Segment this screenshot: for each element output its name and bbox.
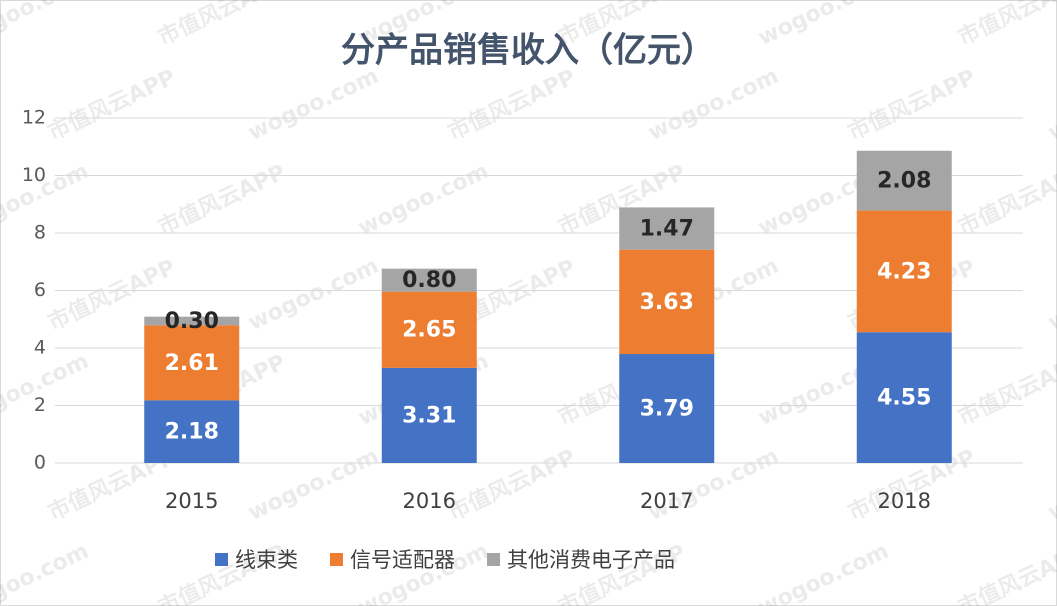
bar-segment [381, 268, 477, 292]
bar-segment [144, 400, 240, 463]
legend-swatch [487, 553, 500, 566]
legend-label: 线束类 [235, 548, 298, 572]
y-tick-label: 6 [34, 279, 46, 301]
bar-segment [619, 249, 715, 355]
data-label: 2.08 [877, 169, 931, 194]
legend-label: 其他消费电子产品 [507, 548, 675, 572]
x-tick-label: 2018 [878, 489, 931, 513]
bar-segment [856, 210, 952, 333]
x-tick-label: 2017 [640, 489, 693, 513]
data-label: 3.63 [640, 290, 694, 315]
bar-segment [619, 354, 715, 463]
bar-segment [856, 332, 952, 463]
bar-segment [144, 325, 240, 401]
data-label: 2.18 [165, 420, 219, 445]
y-tick-label: 10 [22, 164, 46, 186]
data-label: 2.65 [402, 318, 456, 343]
y-tick-label: 12 [22, 107, 46, 129]
data-label: 4.23 [877, 259, 931, 284]
data-label: 1.47 [640, 217, 694, 242]
y-tick-label: 0 [34, 452, 46, 474]
legend-label: 信号适配器 [350, 548, 455, 572]
data-label: 4.55 [877, 386, 931, 411]
x-tick-label: 2016 [403, 489, 456, 513]
bar-segment [381, 367, 477, 463]
data-label: 2.61 [165, 351, 219, 376]
bar-segment [144, 316, 240, 326]
plot: 0 2 4 6 8 10 12 2015 2.18 2.61 0.30 2016 3.31 2.65 0.8… [22, 107, 1023, 572]
data-label: 3.79 [640, 397, 694, 422]
legend-swatch [215, 553, 228, 566]
bar-segment [619, 207, 715, 250]
data-label: 0.30 [165, 309, 219, 334]
data-label: 0.80 [402, 268, 456, 293]
chart-title: 分产品销售收入（亿元） [341, 31, 715, 71]
legend-swatch [330, 553, 343, 566]
y-tick-label: 2 [34, 394, 46, 416]
y-tick-label: 4 [34, 337, 46, 359]
bar-segment [381, 291, 477, 368]
data-label: 3.31 [402, 403, 456, 428]
x-tick-label: 2015 [165, 489, 218, 513]
bar-segment [856, 150, 952, 211]
y-tick-label: 8 [34, 222, 46, 244]
